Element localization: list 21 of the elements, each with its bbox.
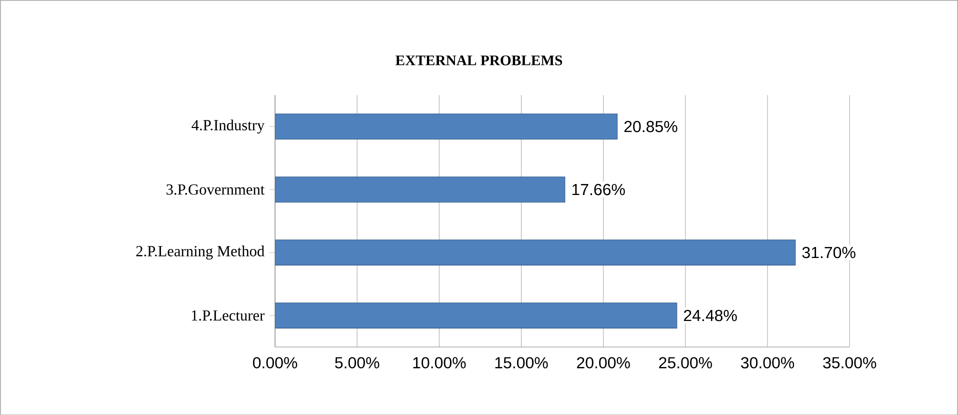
x-tick-label: 15.00%: [495, 356, 548, 368]
bar: [275, 113, 618, 140]
data-label: 31.70%: [802, 246, 856, 258]
data-label: 24.48%: [684, 310, 737, 321]
x-tick-label: 5.00%: [335, 356, 380, 368]
y-tick-label: 3.P.Government: [166, 184, 265, 195]
y-tick-label: 1.P.Lecturer: [192, 310, 265, 320]
x-tick-label: 35.00%: [823, 356, 876, 368]
x-tick-label: 10.00%: [413, 356, 466, 368]
y-tick-label: 2.P.Learning Method: [136, 245, 264, 260]
data-label: 17.66%: [572, 184, 625, 195]
x-tick-label: 0.00%: [252, 356, 298, 368]
chart-title: EXTERNAL PROBLEMS: [396, 55, 562, 66]
bar: [275, 176, 566, 202]
bar: [275, 302, 678, 328]
x-tick-label: 20.00%: [577, 356, 630, 368]
x-tick-label: 25.00%: [659, 356, 712, 368]
bar: [275, 239, 796, 266]
x-tick-label: 30.00%: [741, 356, 794, 368]
y-tick-label: 4.P.Industry: [192, 119, 265, 134]
data-label: 20.85%: [624, 120, 678, 132]
